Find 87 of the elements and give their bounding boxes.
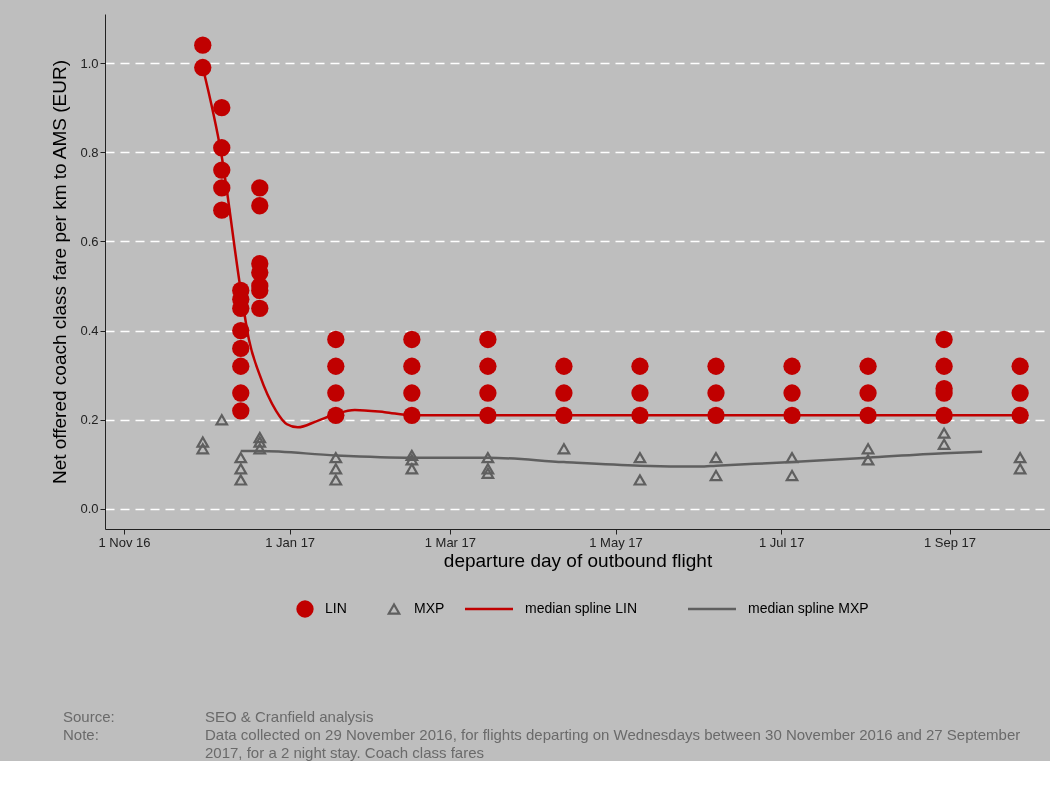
point <box>707 357 725 375</box>
legend-label: LIN <box>325 600 347 616</box>
point <box>785 452 799 464</box>
legend-label: MXP <box>414 600 445 616</box>
point <box>1013 463 1027 475</box>
text: SEO & Cranfield analysis <box>205 708 374 725</box>
point <box>631 357 649 375</box>
point <box>859 384 877 402</box>
point <box>555 357 573 375</box>
point <box>1013 452 1027 464</box>
point <box>232 402 250 420</box>
point <box>557 443 571 455</box>
text: Note: <box>63 726 99 743</box>
point <box>403 330 421 349</box>
point <box>251 299 269 317</box>
point <box>709 469 723 482</box>
point <box>405 454 419 466</box>
point <box>479 330 497 349</box>
point <box>783 384 801 402</box>
point <box>859 357 877 375</box>
point <box>253 443 267 455</box>
point <box>861 454 875 466</box>
point <box>935 330 953 349</box>
legend-label: median spline LIN <box>525 600 638 616</box>
x-tick-label: 1 Sep 17 <box>924 534 977 550</box>
point <box>232 339 250 358</box>
point <box>327 330 345 349</box>
point <box>329 474 343 486</box>
point <box>232 357 250 375</box>
point <box>253 431 267 444</box>
x-tick-label: 1 Nov 16 <box>98 534 151 550</box>
point <box>327 357 345 375</box>
x-tick-label: 1 Jan 17 <box>265 534 316 550</box>
point <box>215 414 229 426</box>
point <box>861 443 875 455</box>
point <box>555 384 573 402</box>
y-tick-label: 0.2 <box>80 412 99 428</box>
point <box>196 436 210 448</box>
point <box>479 384 497 402</box>
point <box>251 179 269 197</box>
point <box>707 384 725 402</box>
point <box>234 463 248 475</box>
point <box>213 98 231 117</box>
x-axis-title: departure day of outbound flight <box>443 549 713 571</box>
y-tick-label: 0.4 <box>80 323 99 339</box>
point <box>783 357 801 375</box>
point <box>785 469 799 482</box>
point <box>631 384 649 402</box>
point <box>403 357 421 375</box>
point <box>405 463 419 475</box>
point <box>251 197 269 215</box>
point <box>405 449 419 462</box>
point <box>234 474 248 486</box>
text: Data collected on 29 November 2016, for flights departing on Wednesdays between 30 November 2016 and 27 September 2017, for a 2 night stay. Coach class fares <box>205 726 1021 761</box>
point <box>213 201 231 219</box>
point <box>481 467 495 479</box>
point <box>1011 357 1029 375</box>
point <box>1011 384 1029 402</box>
point <box>633 452 647 464</box>
y-axis-title: Net offered coach class fare per km to AMS (EUR) <box>49 59 71 485</box>
point <box>196 443 210 455</box>
y-tick-label: 0.6 <box>80 233 99 249</box>
x-tick-label: 1 Mar 17 <box>424 534 477 550</box>
legend-label: median spline MXP <box>748 600 869 616</box>
point <box>481 463 495 475</box>
source-note: Source: <box>63 708 115 725</box>
point <box>937 438 951 450</box>
point <box>481 452 495 464</box>
x-tick-label: 1 May 17 <box>589 534 643 550</box>
point <box>329 452 343 464</box>
point <box>403 384 421 402</box>
y-tick-label: 0.0 <box>80 501 99 517</box>
point <box>327 384 345 402</box>
point <box>232 384 250 402</box>
point <box>935 357 953 375</box>
point <box>329 463 343 475</box>
y-tick-label: 0.8 <box>80 144 99 160</box>
point <box>479 357 497 375</box>
point <box>937 427 951 439</box>
point <box>709 452 723 464</box>
point <box>253 436 267 448</box>
x-tick-label: 1 Jul 17 <box>758 534 805 550</box>
point <box>234 452 248 464</box>
point <box>194 36 212 54</box>
y-tick-label: 1.0 <box>80 55 99 71</box>
point <box>194 58 212 77</box>
point <box>633 474 647 486</box>
